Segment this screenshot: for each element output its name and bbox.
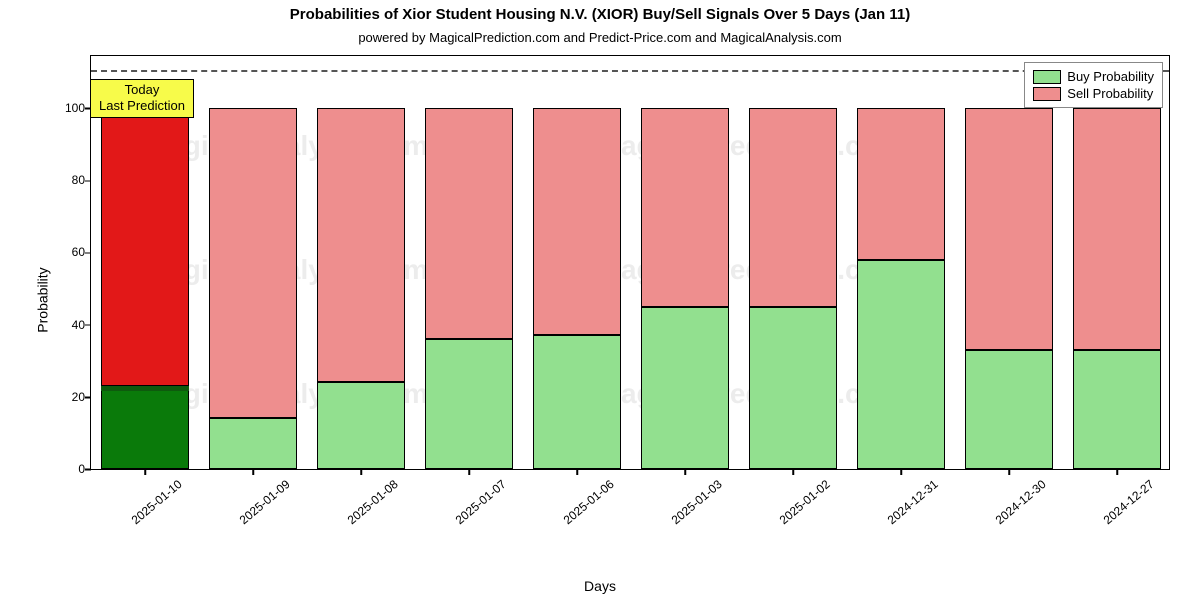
y-tick-mark (85, 180, 91, 182)
x-tick-mark (792, 469, 794, 475)
y-tick-mark (85, 252, 91, 254)
x-tick-mark (684, 469, 686, 475)
x-tick-mark (1008, 469, 1010, 475)
x-tick-mark (360, 469, 362, 475)
x-tick-label: 2025-01-09 (237, 477, 293, 527)
x-tick-label: 2025-01-08 (345, 477, 401, 527)
x-axis-label: Days (0, 578, 1200, 594)
bar-sell (641, 108, 730, 306)
x-tick-label: 2024-12-30 (993, 477, 1049, 527)
bar-sell (425, 108, 514, 339)
today-callout: TodayLast Prediction (90, 79, 194, 118)
y-tick-label: 40 (72, 318, 85, 332)
bar-sell (209, 108, 298, 418)
x-tick-label: 2025-01-07 (453, 477, 509, 527)
bar-group (857, 108, 946, 469)
chart-title: Probabilities of Xior Student Housing N.… (0, 6, 1200, 23)
bar-group (965, 108, 1054, 469)
bar-sell (1073, 108, 1162, 350)
x-tick-label: 2025-01-02 (777, 477, 833, 527)
bar-group (101, 108, 190, 469)
x-tick-label: 2025-01-03 (669, 477, 725, 527)
bar-sell (533, 108, 622, 335)
legend-label: Sell Probability (1067, 86, 1153, 101)
y-tick-label: 60 (72, 245, 85, 259)
bar-buy (209, 418, 298, 469)
bar-buy (749, 307, 838, 469)
y-tick-mark (85, 397, 91, 399)
legend-item: Buy Probability (1033, 69, 1154, 84)
bar-buy (641, 307, 730, 469)
bar-buy (533, 335, 622, 469)
legend-item: Sell Probability (1033, 86, 1154, 101)
x-tick-mark (144, 469, 146, 475)
legend: Buy Probability Sell Probability (1024, 62, 1163, 108)
bar-group (317, 108, 406, 469)
x-tick-label: 2024-12-31 (885, 477, 941, 527)
bar-buy (317, 382, 406, 469)
x-tick-label: 2025-01-06 (561, 477, 617, 527)
bar-buy-cap (101, 386, 190, 391)
y-tick-mark (85, 469, 91, 471)
bar-group (533, 108, 622, 469)
legend-swatch (1033, 70, 1061, 84)
bar-buy (965, 350, 1054, 469)
y-tick-mark (85, 324, 91, 326)
bar-buy (425, 339, 514, 469)
bar-sell (857, 108, 946, 260)
bar-sell (101, 108, 190, 386)
chart-container: Probabilities of Xior Student Housing N.… (0, 0, 1200, 600)
x-tick-mark (252, 469, 254, 475)
today-callout-line2: Last Prediction (99, 98, 185, 114)
bar-group (749, 108, 838, 469)
y-tick-label: 100 (65, 101, 85, 115)
y-tick-label: 20 (72, 390, 85, 404)
bar-buy (101, 386, 190, 469)
bar-group (209, 108, 298, 469)
x-tick-mark (1116, 469, 1118, 475)
legend-label: Buy Probability (1067, 69, 1154, 84)
bar-group (425, 108, 514, 469)
x-tick-label: 2024-12-27 (1101, 477, 1157, 527)
bar-sell (749, 108, 838, 306)
today-callout-line1: Today (99, 82, 185, 98)
bar-sell (317, 108, 406, 382)
y-axis-label: Probability (35, 267, 51, 332)
chart-subtitle: powered by MagicalPrediction.com and Pre… (0, 30, 1200, 45)
bar-buy (1073, 350, 1162, 469)
bar-group (641, 108, 730, 469)
x-tick-label: 2025-01-10 (129, 477, 185, 527)
bar-sell (965, 108, 1054, 350)
y-tick-label: 80 (72, 173, 85, 187)
x-tick-mark (468, 469, 470, 475)
legend-swatch (1033, 87, 1061, 101)
reference-line (91, 70, 1169, 72)
x-tick-mark (576, 469, 578, 475)
y-tick-label: 0 (78, 462, 85, 476)
plot-area: MagicalAnalysis.comMagicalPrediction.com… (90, 55, 1170, 470)
x-tick-mark (900, 469, 902, 475)
bar-buy (857, 260, 946, 469)
bar-group (1073, 108, 1162, 469)
